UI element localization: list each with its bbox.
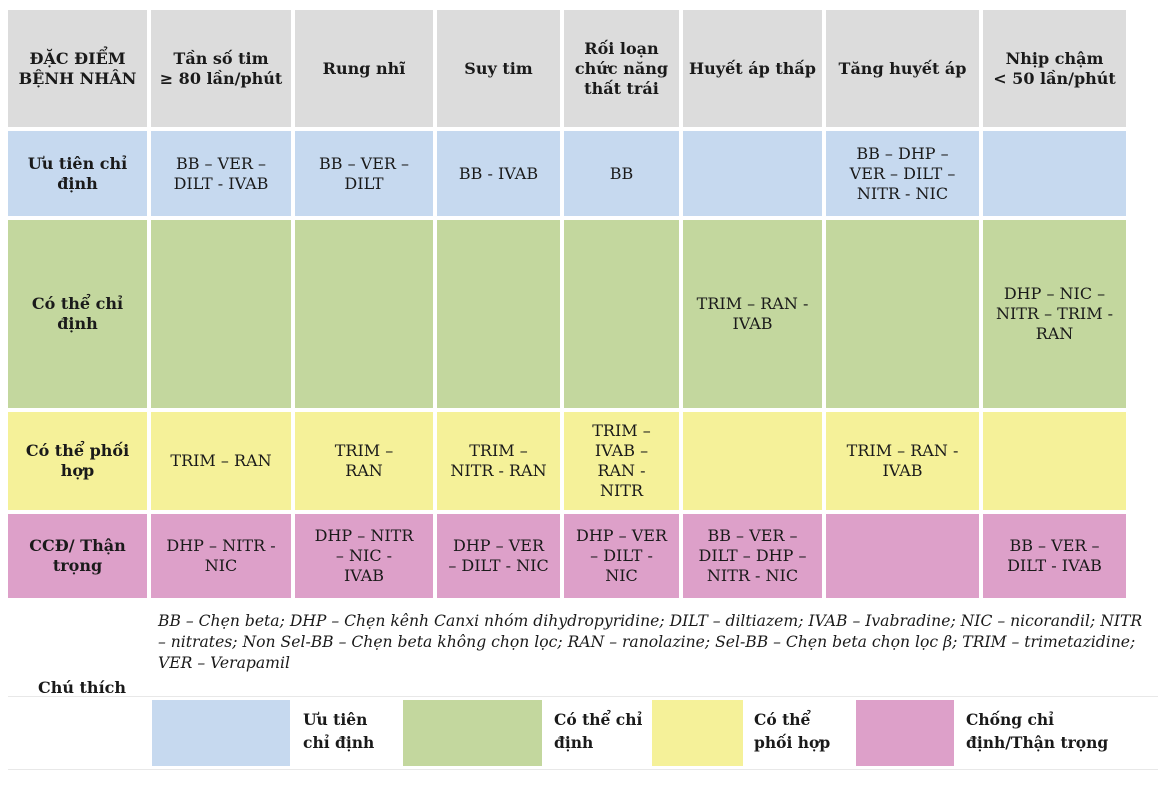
row-label-may-indicate: Có thể chỉ định: [8, 220, 147, 408]
table-cell: DHP – NITR – NIC - IVAB: [295, 514, 433, 598]
divider: [8, 696, 1158, 697]
divider: [8, 769, 1158, 770]
row-label-may-combine: Có thể phối hợp: [8, 412, 147, 510]
indication-table: ĐẶC ĐIỂM BỆNH NHÂN Tần số tim ≥ 80 lần/p…: [8, 10, 1158, 598]
header-bradycardia: Nhịp chậm < 50 lần/phút: [983, 10, 1126, 127]
legend-label-contraindicated: Chống chỉ định/Thận trọng: [966, 710, 1109, 752]
legend-label-may-combine: Có thể phối hợp: [754, 710, 831, 752]
table-cell: [683, 412, 822, 510]
header-hypotension: Huyết áp thấp: [683, 10, 822, 127]
table-cell: [983, 131, 1126, 216]
table-cell: [151, 220, 291, 408]
header-atrial-fibrillation: Rung nhĩ: [295, 10, 433, 127]
table-cell: DHP – VER – DILT - NIC: [437, 514, 560, 598]
table-cell: DHP – VER – DILT - NIC: [564, 514, 679, 598]
legend-label-may-indicate: Có thể chỉ định: [554, 710, 643, 752]
table-cell: DHP – NIC – NITR – TRIM - RAN: [983, 220, 1126, 408]
legend-swatch-may-combine: [652, 700, 743, 766]
table-cell: BB – VER – DILT – DHP – NITR - NIC: [683, 514, 822, 598]
table-cell: [683, 131, 822, 216]
row-label-contraindicated: CCĐ/ Thận trọng: [8, 514, 147, 598]
table-cell: BB – VER – DILT - IVAB: [151, 131, 291, 216]
table-cell: TRIM – RAN: [295, 412, 433, 510]
legend-swatch-may-indicate: [403, 700, 542, 766]
table-cell: TRIM – RAN - IVAB: [826, 412, 979, 510]
header-hypertension: Tăng huyết áp: [826, 10, 979, 127]
table-cell: [826, 220, 979, 408]
table-cell: TRIM – NITR - RAN: [437, 412, 560, 510]
notes-label: Chú thích: [37, 678, 127, 697]
table-cell: BB – VER – DILT: [295, 131, 433, 216]
table-cell: TRIM – RAN - IVAB: [683, 220, 822, 408]
table-cell: [437, 220, 560, 408]
table-cell: BB: [564, 131, 679, 216]
legend-swatch-priority: [152, 700, 290, 766]
table-cell: TRIM – RAN: [151, 412, 291, 510]
table-cell: [983, 412, 1126, 510]
row-label-priority: Ưu tiên chỉ định: [8, 131, 147, 216]
table-cell: BB – VER – DILT - IVAB: [983, 514, 1126, 598]
header-lv-dysfunction: Rối loạn chức năng thất trái: [564, 10, 679, 127]
table-cell: DHP – NITR - NIC: [151, 514, 291, 598]
table-cell: [295, 220, 433, 408]
header-heart-failure: Suy tim: [437, 10, 560, 127]
header-heart-rate: Tần số tim ≥ 80 lần/phút: [151, 10, 291, 127]
table-cell: TRIM – IVAB – RAN - NITR: [564, 412, 679, 510]
abbreviation-notes: BB – Chẹn beta; DHP – Chẹn kênh Canxi nh…: [158, 612, 1143, 672]
table-cell: BB - IVAB: [437, 131, 560, 216]
legend-swatch-contraindicated: [856, 700, 954, 766]
legend-label-priority: Ưu tiên chỉ định: [303, 710, 375, 752]
table-cell: [564, 220, 679, 408]
table-cell: [826, 514, 979, 598]
header-patient-characteristics: ĐẶC ĐIỂM BỆNH NHÂN: [8, 10, 147, 127]
table-cell: BB – DHP – VER – DILT – NITR - NIC: [826, 131, 979, 216]
